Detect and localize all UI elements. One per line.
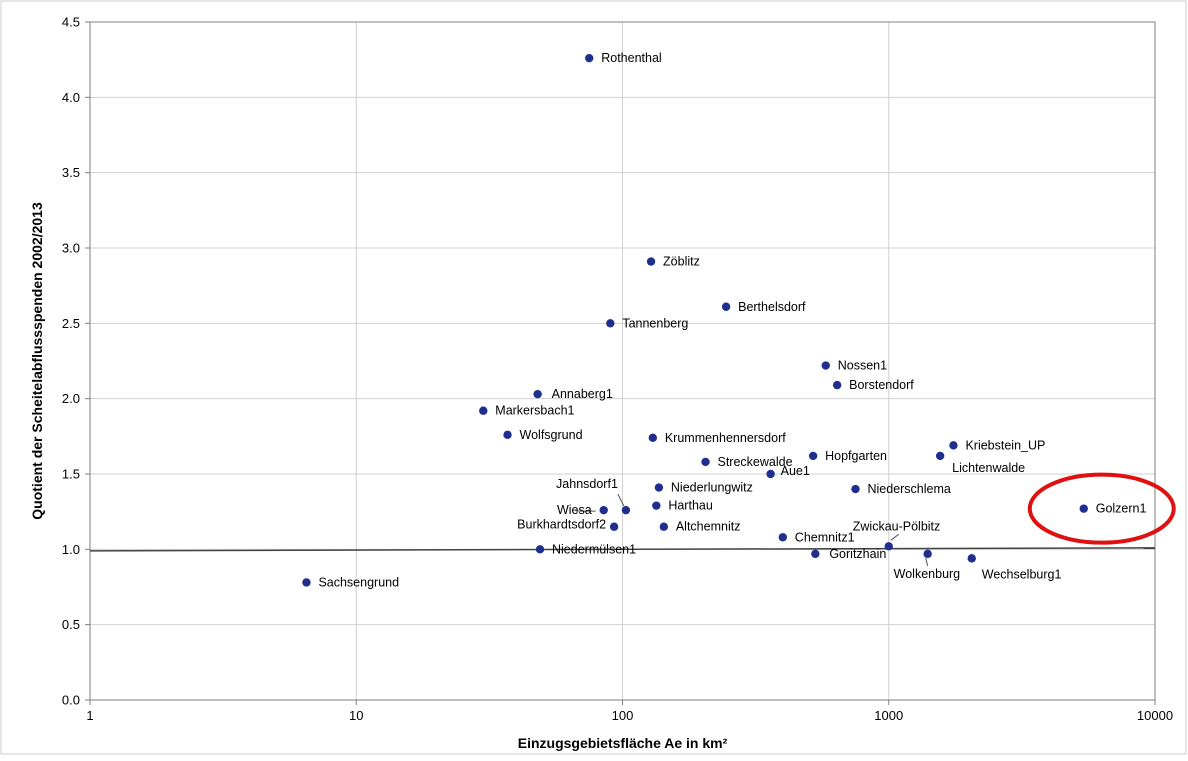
data-point xyxy=(648,433,658,443)
point-label: Streckewalde xyxy=(718,455,793,469)
data-point xyxy=(646,257,656,266)
point-label: Rothenthal xyxy=(601,51,661,65)
data-point xyxy=(766,469,775,479)
y-tick-label: 4.0 xyxy=(62,90,80,105)
data-point xyxy=(923,549,932,559)
y-tick-label: 1.5 xyxy=(62,467,80,482)
x-tick-label: 10 xyxy=(349,708,363,723)
data-point xyxy=(621,505,631,515)
y-tick-label: 0.0 xyxy=(62,693,80,708)
data-point xyxy=(302,578,311,587)
point-label: Golzern1 xyxy=(1096,502,1147,516)
x-axis-ticks: 1 10 100 1000 10000 xyxy=(86,700,1173,723)
data-point xyxy=(935,451,945,461)
data-point xyxy=(609,522,619,531)
point-label: Wolkenburg xyxy=(894,567,961,581)
data-point xyxy=(949,441,958,450)
point-label: Niedermülsen1 xyxy=(552,542,636,556)
y-axis-title: Quotient der Scheitelabflussspenden 2002… xyxy=(29,202,45,520)
point-label: Berthelsdorf xyxy=(738,300,806,314)
point-label: Lichtenwalde xyxy=(952,461,1025,475)
point-label: Niederlungwitz xyxy=(671,481,753,495)
data-point xyxy=(811,549,820,559)
x-tick-label: 1000 xyxy=(874,708,903,723)
data-point xyxy=(808,451,818,461)
point-label: Jahnsdorf1 xyxy=(556,477,618,491)
data-point xyxy=(721,302,731,311)
point-label: Markersbach1 xyxy=(495,404,574,418)
data-point xyxy=(535,545,545,554)
data-point xyxy=(533,389,542,399)
point-label: Nossen1 xyxy=(838,359,887,373)
data-point xyxy=(479,406,488,415)
data-point xyxy=(821,361,830,370)
point-label: Wiesa xyxy=(557,503,592,517)
y-tick-label: 3.0 xyxy=(62,241,80,256)
y-tick-label: 1.0 xyxy=(62,542,80,557)
x-tick-label: 1 xyxy=(86,708,93,723)
y-tick-label: 2.5 xyxy=(62,316,80,331)
point-label: Kriebstein_UP xyxy=(965,438,1045,452)
data-point xyxy=(1079,504,1088,513)
point-label: Goritzhain xyxy=(829,547,886,561)
point-label: Hopfgarten xyxy=(825,449,887,463)
y-tick-label: 3.5 xyxy=(62,165,80,180)
data-point xyxy=(599,505,608,515)
label-leader-line xyxy=(617,493,625,507)
y-tick-label: 4.5 xyxy=(62,15,80,30)
point-label: Zöblitz xyxy=(663,255,700,269)
data-point xyxy=(701,457,710,467)
point-label: Chemnitz1 xyxy=(795,530,855,544)
point-label: Krummenhennersdorf xyxy=(665,431,786,445)
grid-layer xyxy=(90,22,1155,700)
reference-line xyxy=(89,547,1156,552)
x-tick-label: 10000 xyxy=(1137,708,1173,723)
y-tick-label: 2.0 xyxy=(62,391,80,406)
y-axis-ticks: 0.0 0.5 1.0 1.5 2.0 2.5 3.0 3.5 4.0 4.5 xyxy=(62,15,90,708)
data-point xyxy=(967,554,976,563)
data-point xyxy=(832,380,842,390)
point-label: Wechselburg1 xyxy=(982,567,1062,581)
x-tick-label: 100 xyxy=(612,708,634,723)
y-tick-label: 0.5 xyxy=(62,617,80,632)
data-point xyxy=(654,483,664,492)
data-point xyxy=(659,522,669,531)
data-point xyxy=(851,484,860,494)
highlight-ellipse xyxy=(1027,472,1176,545)
point-label: Harthau xyxy=(668,499,713,513)
data-point xyxy=(652,501,661,510)
data-point xyxy=(585,53,594,63)
label-leader-line xyxy=(925,557,929,566)
point-label: Niederschlema xyxy=(867,482,950,496)
data-points: Rothenthal Zöblitz Berthelsdorf Tannenberg N… xyxy=(302,51,1147,589)
point-label: Wolfsgrund xyxy=(520,428,583,442)
point-label: Sachsengrund xyxy=(318,575,399,589)
point-label: Borstendorf xyxy=(849,378,914,392)
point-label: Tannenberg xyxy=(622,316,688,330)
point-label: Burkhardtsdorf2 xyxy=(517,518,606,532)
point-label: Zwickau-Pölbitz xyxy=(853,519,941,533)
point-label: Annaberg1 xyxy=(552,387,613,401)
data-point xyxy=(503,430,512,440)
data-point xyxy=(884,542,893,551)
data-point xyxy=(606,319,615,328)
data-point xyxy=(778,533,787,542)
point-label: Aue1 xyxy=(781,464,810,478)
x-axis-title: Einzugsgebietsfläche Ae in km² xyxy=(518,735,728,751)
label-leader-line xyxy=(890,533,900,541)
point-label: Altchemnitz xyxy=(676,520,741,534)
